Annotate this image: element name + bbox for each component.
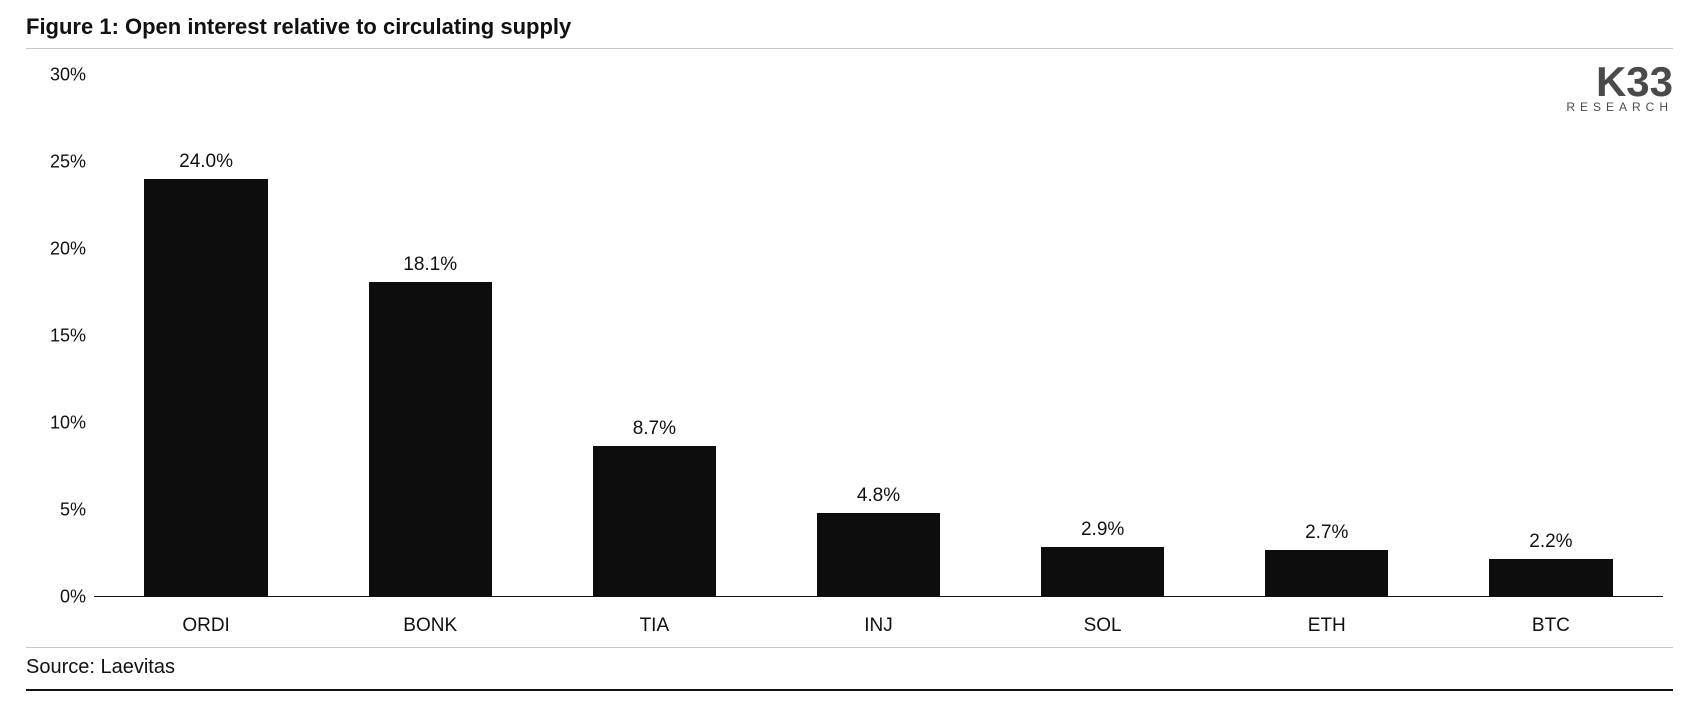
source-footer: Source: Laevitas [26, 647, 1673, 691]
bar-cell: 18.1% [318, 75, 542, 597]
bar-cell: 2.7% [1215, 75, 1439, 597]
bar-value-label: 2.2% [1529, 531, 1572, 553]
y-tick-label: 0% [36, 587, 86, 608]
bars-container: 24.0% 18.1% 8.7% 4.8% 2.9% 2.7% 2.2% [94, 75, 1663, 597]
bar: 24.0% [144, 179, 267, 597]
bar-cell: 2.9% [991, 75, 1215, 597]
bar-value-label: 8.7% [633, 418, 676, 440]
bar: 18.1% [369, 282, 492, 597]
x-tick-label: ORDI [94, 615, 318, 637]
bar-value-label: 4.8% [857, 485, 900, 507]
x-tick-label: TIA [542, 615, 766, 637]
y-tick-label: 20% [36, 239, 86, 260]
bar: 2.9% [1041, 547, 1164, 597]
bar-cell: 4.8% [766, 75, 990, 597]
bar: 8.7% [593, 446, 716, 597]
y-tick-label: 10% [36, 413, 86, 434]
bar-value-label: 2.9% [1081, 519, 1124, 541]
y-tick-label: 5% [36, 500, 86, 521]
bar: 2.2% [1489, 559, 1612, 597]
x-tick-label: BONK [318, 615, 542, 637]
bar: 2.7% [1265, 550, 1388, 597]
bar-cell: 2.2% [1439, 75, 1663, 597]
x-tick-label: ETH [1215, 615, 1439, 637]
plot-region: 0%5%10%15%20%25%30% 24.0%18.1%8.7%4.8%2.… [94, 75, 1663, 597]
chart-area: K33 RESEARCH 0%5%10%15%20%25%30% 24.0%18… [26, 57, 1673, 647]
bar-value-label: 18.1% [403, 254, 457, 276]
bar: 4.8% [817, 513, 940, 597]
x-tick-label: INJ [766, 615, 990, 637]
bar-value-label: 24.0% [179, 151, 233, 173]
bar-cell: 8.7% [542, 75, 766, 597]
x-labels: ORDIBONKTIAINJSOLETHBTC [94, 615, 1663, 637]
bar-value-label: 2.7% [1305, 522, 1348, 544]
x-tick-label: SOL [991, 615, 1215, 637]
chart-title: Figure 1: Open interest relative to circ… [26, 14, 1673, 49]
x-tick-label: BTC [1439, 615, 1663, 637]
y-tick-label: 30% [36, 65, 86, 86]
y-tick-label: 15% [36, 326, 86, 347]
bar-cell: 24.0% [94, 75, 318, 597]
x-axis-line [94, 596, 1663, 597]
y-tick-label: 25% [36, 152, 86, 173]
